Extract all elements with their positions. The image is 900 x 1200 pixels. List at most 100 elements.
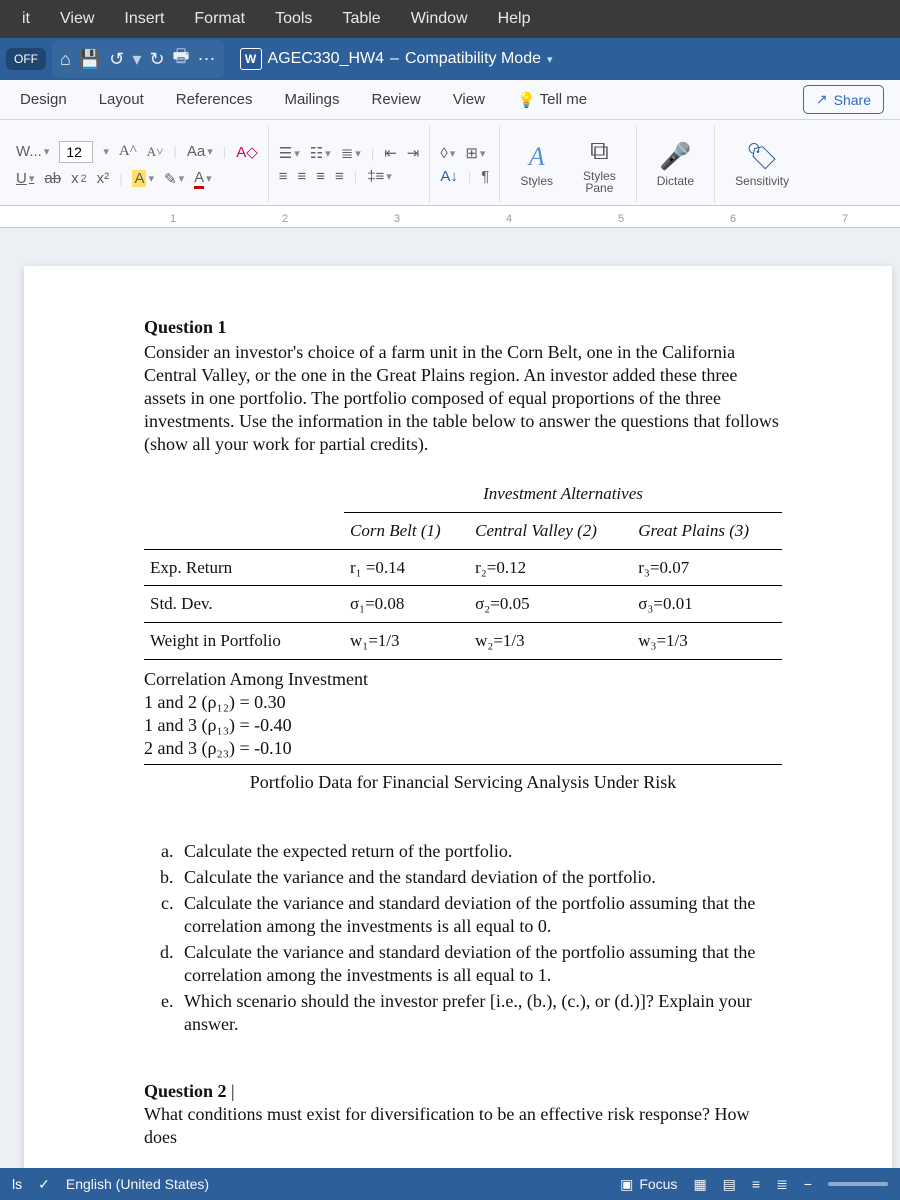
question-2-body: What conditions must exist for diversifi… bbox=[144, 1103, 782, 1149]
tab-references[interactable]: References bbox=[172, 83, 257, 116]
superscript-button[interactable]: x² bbox=[97, 170, 110, 187]
tab-mailings[interactable]: Mailings bbox=[280, 83, 343, 116]
menu-tools[interactable]: Tools bbox=[261, 4, 326, 34]
tell-me-search[interactable]: 💡 Tell me bbox=[513, 83, 591, 117]
title-dropdown-icon[interactable]: ▾ bbox=[547, 53, 553, 66]
horizontal-ruler[interactable]: 1 2 3 4 5 6 7 bbox=[0, 206, 900, 228]
bullets-button[interactable]: ☰ ▾ bbox=[279, 144, 300, 162]
font-size-dropdown-icon[interactable]: ▾ bbox=[103, 145, 109, 158]
numbering-button[interactable]: ☷ ▾ bbox=[310, 144, 331, 162]
subquestion-list: Calculate the expected return of the por… bbox=[178, 840, 782, 1036]
menu-it[interactable]: it bbox=[8, 4, 44, 34]
menu-view[interactable]: View bbox=[46, 4, 108, 34]
multilevel-list-button[interactable]: ≣ ▾ bbox=[341, 144, 361, 162]
text-highlight-button[interactable]: A ▾ bbox=[132, 170, 154, 187]
font-color-button[interactable]: A ▾ bbox=[194, 169, 212, 189]
ruler-mark: 6 bbox=[730, 213, 736, 225]
ruler-mark: 2 bbox=[282, 213, 288, 225]
table-cell: r₁ =0.14 bbox=[344, 549, 469, 586]
language-indicator[interactable]: English (United States) bbox=[66, 1176, 209, 1192]
subquestion: Calculate the expected return of the por… bbox=[178, 840, 782, 863]
compatibility-mode-label[interactable]: Compatibility Mode bbox=[405, 50, 541, 68]
strikethrough-button[interactable]: ab bbox=[44, 170, 61, 187]
decrease-indent-button[interactable]: ⇤ bbox=[384, 144, 397, 162]
question-2: Question 2 | What conditions must exist … bbox=[144, 1080, 782, 1149]
tab-design[interactable]: Design bbox=[16, 83, 71, 116]
mac-menubar: it View Insert Format Tools Table Window… bbox=[0, 0, 900, 38]
shading-button[interactable]: ◊ ▾ bbox=[440, 145, 455, 162]
borders-button[interactable]: ⊞ ▾ bbox=[465, 144, 485, 162]
table-cell: w₁=1/3 bbox=[344, 623, 469, 660]
document-name: AGEC330_HW4 bbox=[268, 50, 385, 68]
undo-icon[interactable]: ↺ bbox=[109, 49, 124, 70]
focus-mode-button[interactable]: ▣ Focus bbox=[620, 1176, 677, 1193]
web-layout-view-button[interactable]: ▤ bbox=[723, 1176, 736, 1193]
styles-gallery-button[interactable]: A Styles bbox=[510, 140, 563, 190]
tab-layout[interactable]: Layout bbox=[95, 83, 148, 116]
dictate-group: 🎤 Dictate bbox=[637, 126, 715, 203]
pen-color-button[interactable]: ✎ ▾ bbox=[164, 170, 184, 188]
subquestion: Calculate the variance and standard devi… bbox=[178, 941, 782, 987]
print-icon[interactable]: 🖶 bbox=[173, 44, 190, 74]
menu-format[interactable]: Format bbox=[180, 4, 259, 34]
zoom-out-button[interactable]: − bbox=[804, 1176, 812, 1192]
menu-insert[interactable]: Insert bbox=[110, 4, 178, 34]
outline-view-button[interactable]: ≡ bbox=[752, 1176, 760, 1192]
align-center-button[interactable]: ≡ bbox=[298, 168, 307, 185]
spellcheck-icon[interactable]: ✓ bbox=[38, 1176, 50, 1193]
align-right-button[interactable]: ≡ bbox=[316, 168, 325, 185]
share-icon: ↗ bbox=[816, 91, 828, 108]
show-paragraph-marks-button[interactable]: ¶ bbox=[481, 168, 489, 185]
draft-view-button[interactable]: ≣ bbox=[776, 1176, 788, 1193]
zoom-slider[interactable] bbox=[828, 1182, 888, 1186]
more-icon[interactable]: ⋯ bbox=[198, 49, 216, 70]
menu-table[interactable]: Table bbox=[328, 4, 394, 34]
table-cell: r₃=0.07 bbox=[632, 549, 782, 586]
ruler-mark: 4 bbox=[506, 213, 512, 225]
dictate-button[interactable]: 🎤 Dictate bbox=[647, 139, 704, 190]
page-1[interactable]: Question 1 Consider an investor's choice… bbox=[24, 266, 892, 1189]
undo-dropdown-icon[interactable]: ▾ bbox=[132, 49, 141, 70]
menu-help[interactable]: Help bbox=[484, 4, 545, 34]
question-2-title: Question 2 bbox=[144, 1081, 227, 1101]
justify-button[interactable]: ≡ bbox=[335, 168, 344, 185]
menu-window[interactable]: Window bbox=[397, 4, 482, 34]
sensit̀ivity-button[interactable]: 🏷 Sensitivity bbox=[725, 139, 799, 190]
clear-formatting-button[interactable]: A◇ bbox=[236, 143, 258, 161]
tab-view[interactable]: View bbox=[449, 83, 489, 116]
row-label: Std. Dev. bbox=[144, 586, 344, 623]
row-label: Exp. Return bbox=[144, 549, 344, 586]
grow-font-button[interactable]: A^ bbox=[119, 143, 137, 160]
sensitivity-group: 🏷 Sensitivity bbox=[715, 126, 809, 203]
subscript-button[interactable]: x2 bbox=[71, 170, 87, 187]
redo-icon[interactable]: ↻ bbox=[149, 49, 164, 70]
lightbulb-icon: 💡 bbox=[517, 91, 536, 109]
table-cell: w₃=1/3 bbox=[632, 623, 782, 660]
change-case-button[interactable]: Aa ▾ bbox=[187, 143, 213, 160]
print-layout-view-button[interactable]: ▦ bbox=[693, 1176, 706, 1193]
home-icon[interactable]: ⌂ bbox=[60, 49, 71, 70]
correlation-block: Correlation Among Investment 1 and 2 (ρ₁… bbox=[144, 668, 782, 765]
title-separator: – bbox=[390, 50, 399, 68]
correlation-title: Correlation Among Investment bbox=[144, 668, 782, 691]
tell-me-label: Tell me bbox=[540, 91, 588, 108]
sort-button[interactable]: A↓ bbox=[440, 168, 458, 185]
align-left-button[interactable]: ≡ bbox=[279, 168, 288, 185]
increase-indent-button[interactable]: ⇥ bbox=[407, 144, 420, 162]
line-spacing-button[interactable]: ‡≡ ▾ bbox=[367, 168, 392, 185]
underline-button[interactable]: U ▾ bbox=[16, 170, 34, 187]
font-size-input[interactable]: 12 bbox=[59, 141, 93, 163]
tab-review[interactable]: Review bbox=[368, 83, 425, 116]
subquestion: Which scenario should the investor prefe… bbox=[178, 990, 782, 1036]
document-viewport: Question 1 Consider an investor's choice… bbox=[0, 228, 900, 1189]
shrink-font-button[interactable]: A˅ bbox=[147, 144, 164, 160]
styles-pane-button[interactable]: ⧉ Styles Pane bbox=[573, 133, 626, 197]
share-button[interactable]: ↗ Share bbox=[803, 85, 884, 114]
table-cell: r₂=0.12 bbox=[469, 549, 632, 586]
autosave-toggle[interactable]: OFF bbox=[6, 48, 46, 70]
page-indicator-prefix[interactable]: ls bbox=[12, 1176, 22, 1192]
save-icon[interactable]: 💾 bbox=[79, 49, 101, 70]
ribbon: W... ▾ 12 ▾ A^ A˅ | Aa ▾ | A◇ U ▾ ab x2 … bbox=[0, 120, 900, 206]
font-name-dropdown[interactable]: W... ▾ bbox=[16, 143, 49, 160]
ruler-mark: 3 bbox=[394, 213, 400, 225]
